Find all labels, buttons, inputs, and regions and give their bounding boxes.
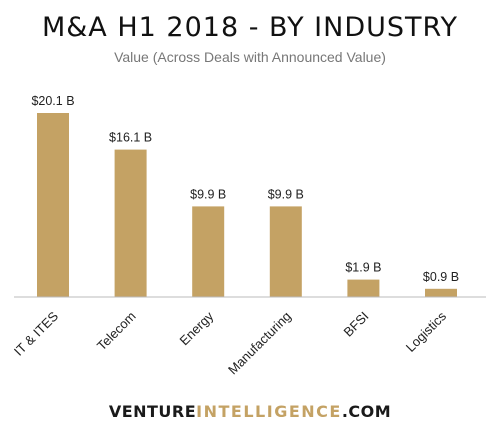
x-tick-label-5: Logistics (403, 308, 450, 355)
bar-5 (425, 288, 457, 297)
brand-logo-part-1: VENTURE (109, 402, 196, 421)
brand-logo-part-3: .COM (342, 402, 391, 421)
brand-logo: VENTUREINTELLIGENCE.COM (109, 402, 391, 421)
bar-1 (114, 149, 147, 297)
data-label-2: $9.9 B (190, 187, 226, 201)
data-label-0: $20.1 B (31, 94, 74, 108)
bars-group (37, 113, 457, 297)
data-labels-group: $20.1 B $16.1 B $9.9 B $9.9 B $1.9 B $0.9 B (31, 94, 459, 284)
data-label-5: $0.9 B (423, 270, 459, 284)
x-tick-label-0: IT & ITES (11, 308, 62, 359)
chart-title: M&A H1 2018 - BY INDUSTRY (42, 12, 458, 43)
x-tick-label-3: Manufacturing (225, 309, 294, 378)
x-tick-label-4: BFSI (340, 309, 371, 340)
brand-logo-part-2: INTELLIGENCE (196, 402, 342, 421)
x-tick-label-2: Energy (177, 308, 217, 348)
bar-4 (347, 279, 380, 297)
x-tick-labels-group: IT & ITES Telecom Energy Manufacturing BFSI L… (11, 308, 450, 377)
data-label-1: $16.1 B (109, 131, 152, 145)
bar-2 (192, 206, 225, 297)
data-label-3: $9.9 B (268, 187, 304, 201)
bar-0 (37, 113, 69, 297)
x-tick-label-1: Telecom (94, 309, 139, 354)
bar-3 (269, 206, 302, 297)
chart-subtitle: Value (Across Deals with Announced Value… (114, 49, 386, 65)
data-label-4: $1.9 B (345, 261, 381, 275)
